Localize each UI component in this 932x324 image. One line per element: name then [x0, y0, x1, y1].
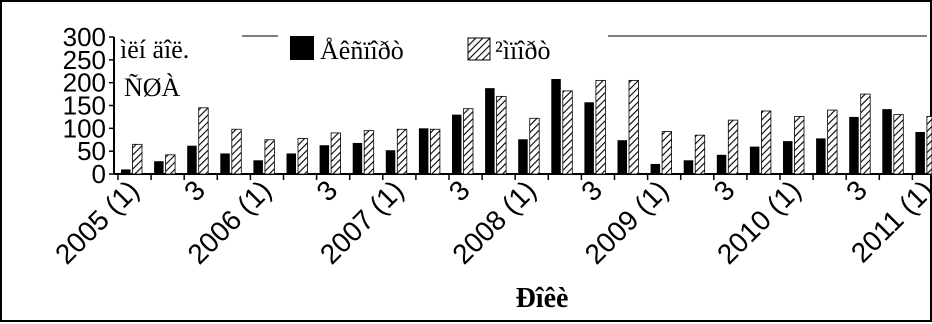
bar-import-21	[827, 109, 838, 175]
y-tick-label: 0	[92, 159, 106, 189]
bar-import-5	[297, 137, 308, 175]
bar-import-0	[132, 143, 143, 175]
bar-export-12	[518, 139, 528, 174]
legend-label-export: Åêñïîðò	[320, 36, 404, 65]
bar-import-12	[529, 117, 540, 175]
bar-export-21	[816, 138, 826, 174]
legend-swatch-export	[290, 36, 314, 60]
bar-export-2	[187, 145, 197, 174]
bar-import-11	[496, 95, 507, 175]
bar-export-23	[882, 109, 892, 174]
bar-import-6	[330, 132, 342, 175]
bar-export-3	[220, 153, 230, 174]
x-tick-label: 3	[840, 174, 873, 207]
bar-import-13	[562, 90, 573, 175]
legend-swatch-import	[467, 37, 491, 61]
y-tick-label: 100	[63, 113, 106, 143]
bar-import-14	[595, 79, 606, 175]
y-tick-label: 150	[63, 91, 106, 121]
bar-export-19	[749, 146, 760, 174]
x-axis-label: Ðîêè	[516, 283, 569, 314]
bar-export-0	[121, 169, 131, 174]
bar-export-5	[286, 153, 296, 174]
y-tick-label: 250	[63, 45, 106, 75]
y-tick-label: 200	[63, 68, 106, 98]
x-tick-label: 3	[178, 174, 211, 207]
legend-label-import: ²ìïîðò	[495, 36, 550, 65]
x-tick-label: 3	[575, 174, 608, 207]
bar-import-23	[893, 114, 904, 175]
bar-export-1	[154, 161, 164, 174]
bars-group	[117, 79, 932, 180]
bar-import-10	[463, 108, 474, 175]
y-axis-label-line1: ìëí äîë.	[120, 35, 189, 64]
bar-export-6	[319, 145, 330, 174]
bar-import-8	[396, 128, 408, 175]
bar-export-18	[716, 154, 727, 174]
bar-import-2	[198, 107, 209, 175]
bar-export-22	[849, 116, 859, 174]
bar-export-7	[352, 142, 363, 174]
x-tick-label: 3	[708, 174, 741, 207]
bar-import-22	[860, 93, 871, 175]
bar-import-4	[264, 139, 275, 175]
y-tick-label: 50	[77, 136, 106, 166]
bar-import-1	[165, 154, 176, 175]
bar-import-7	[363, 130, 375, 175]
bar-import-24	[926, 116, 932, 175]
bar-export-13	[551, 79, 561, 174]
bar-import-16	[661, 131, 672, 175]
bar-import-17	[694, 134, 706, 175]
legend: Åêñïîðò ²ìïîðò	[242, 35, 927, 65]
bar-import-3	[231, 128, 242, 175]
x-tick-label: 3	[443, 174, 476, 207]
bar-import-20	[794, 116, 805, 175]
bar-export-8	[385, 150, 396, 174]
bar-export-9	[418, 128, 429, 174]
bar-import-19	[761, 110, 772, 175]
bar-export-14	[584, 102, 594, 174]
bar-import-9	[429, 128, 441, 175]
bar-import-15	[628, 79, 639, 175]
y-tick-label: 300	[63, 22, 106, 52]
bar-export-24	[915, 131, 925, 174]
x-tick-label: 3	[310, 174, 343, 207]
bar-export-16	[650, 163, 661, 174]
bar-import-18	[727, 119, 739, 175]
y-axis-label-line2: ÑØÀ	[124, 73, 181, 102]
bar-export-20	[783, 141, 793, 174]
bar-export-17	[683, 160, 694, 174]
bar-export-15	[617, 140, 627, 174]
bar-export-11	[485, 88, 495, 174]
bar-export-4	[253, 160, 263, 174]
bar-export-10	[452, 114, 462, 174]
